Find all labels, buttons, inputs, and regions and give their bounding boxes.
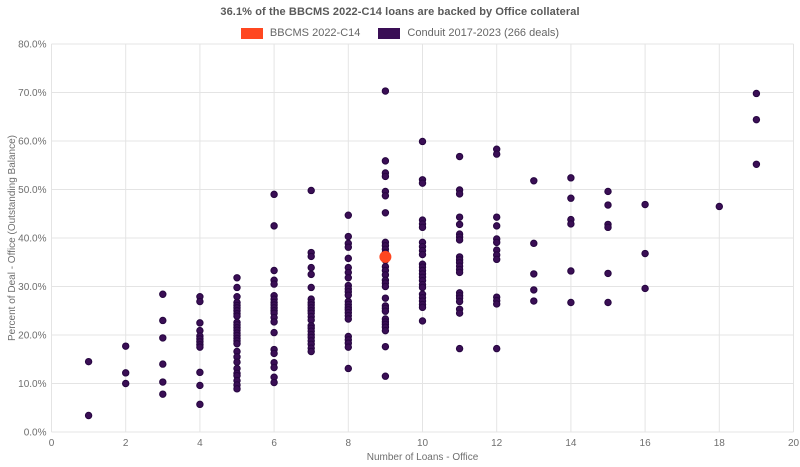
legend-swatch-conduit bbox=[378, 27, 401, 39]
x-tick-label: 10 bbox=[417, 438, 429, 449]
x-tick-label: 2 bbox=[123, 438, 129, 449]
legend-swatch-bbcms bbox=[240, 27, 263, 39]
x-tick-label: 4 bbox=[197, 438, 203, 449]
legend-item-conduit: Conduit 2017-2023 (266 deals) bbox=[378, 27, 559, 39]
legend-item-bbcms: BBCMS 2022-C14 bbox=[240, 27, 361, 39]
legend-label-bbcms: BBCMS 2022-C14 bbox=[269, 27, 361, 39]
series-bbcms bbox=[379, 250, 392, 263]
y-tick-label: 20.0% bbox=[18, 331, 46, 342]
x-tick-label: 0 bbox=[49, 438, 55, 449]
y-tick-label: 80.0% bbox=[18, 40, 46, 51]
chart-title: 36.1% of the BBCMS 2022-C14 loans are ba… bbox=[220, 6, 580, 18]
chart-legend: BBCMS 2022-C14 Conduit 2017-2023 (266 de… bbox=[0, 27, 800, 39]
y-tick-label: 60.0% bbox=[18, 137, 46, 148]
x-tick-label: 6 bbox=[271, 438, 277, 449]
x-axis-title: Number of Loans - Office bbox=[367, 452, 479, 463]
x-tick-label: 14 bbox=[565, 438, 577, 449]
x-tick-label: 20 bbox=[788, 438, 800, 449]
y-tick-label: 50.0% bbox=[18, 185, 46, 196]
y-tick-label: 40.0% bbox=[18, 234, 46, 245]
x-tick-label: 18 bbox=[714, 438, 726, 449]
y-tick-label: 70.0% bbox=[18, 88, 46, 99]
y-axis-title: Percent of Deal - Office (Outstanding Ba… bbox=[7, 135, 18, 341]
y-tick-label: 30.0% bbox=[18, 282, 46, 293]
legend-label-conduit: Conduit 2017-2023 (266 deals) bbox=[407, 27, 560, 39]
x-tick-label: 8 bbox=[346, 438, 352, 449]
x-tick-label: 12 bbox=[491, 438, 503, 449]
x-tick-label: 16 bbox=[640, 438, 652, 449]
y-tick-label: 10.0% bbox=[18, 379, 46, 390]
y-tick-label: 0.0% bbox=[24, 428, 47, 439]
